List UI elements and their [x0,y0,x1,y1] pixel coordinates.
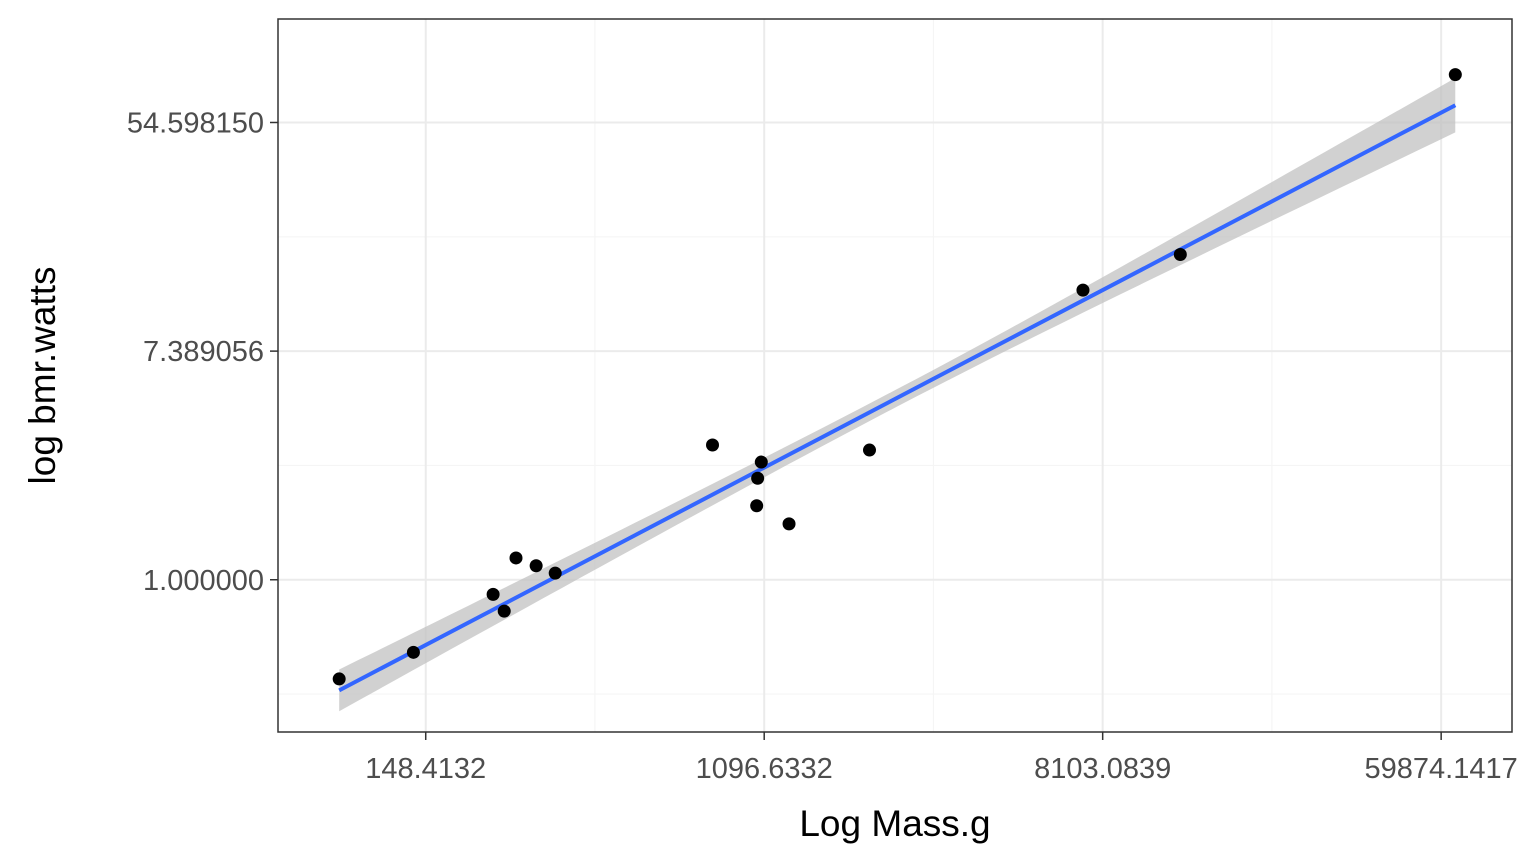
data-point [1448,68,1462,82]
x-axis-title: Log Mass.g [799,803,990,844]
y-tick-label: 54.598150 [127,107,264,139]
regression-line [338,103,1457,693]
data-point [751,471,765,485]
y-axis-ticks: 1.000000 7.389056 54.598150 [127,107,278,597]
x-tick-label: 1096.6332 [696,753,833,785]
data-point [1076,283,1090,297]
data-point [750,499,764,513]
y-axis-title: log bmr.watts [22,267,63,485]
confidence-band [339,78,1456,712]
data-point [486,587,500,601]
data-point [332,672,346,686]
confidence-band-layer [339,78,1456,712]
data-point [1173,248,1187,262]
data-point [406,645,420,659]
x-tick-label: 59874.1417 [1365,753,1518,785]
data-point [754,455,768,469]
data-point [509,551,523,565]
data-point [782,517,796,531]
data-point [529,559,543,573]
x-tick-label: 148.4132 [365,753,486,785]
points-layer [332,68,1462,686]
data-point [497,604,511,618]
major-grid [278,19,1512,732]
minor-grid [278,19,1512,732]
data-point [548,566,562,580]
x-axis-ticks: 148.4132 1096.6332 8103.0839 59874.1417 [365,732,1518,785]
data-point [706,438,720,452]
x-tick-label: 8103.0839 [1034,753,1171,785]
fit-line-layer [338,103,1457,693]
data-point [862,443,876,457]
y-tick-label: 7.389056 [143,336,264,368]
y-tick-label: 1.000000 [143,565,264,597]
panel-border [277,18,1513,733]
